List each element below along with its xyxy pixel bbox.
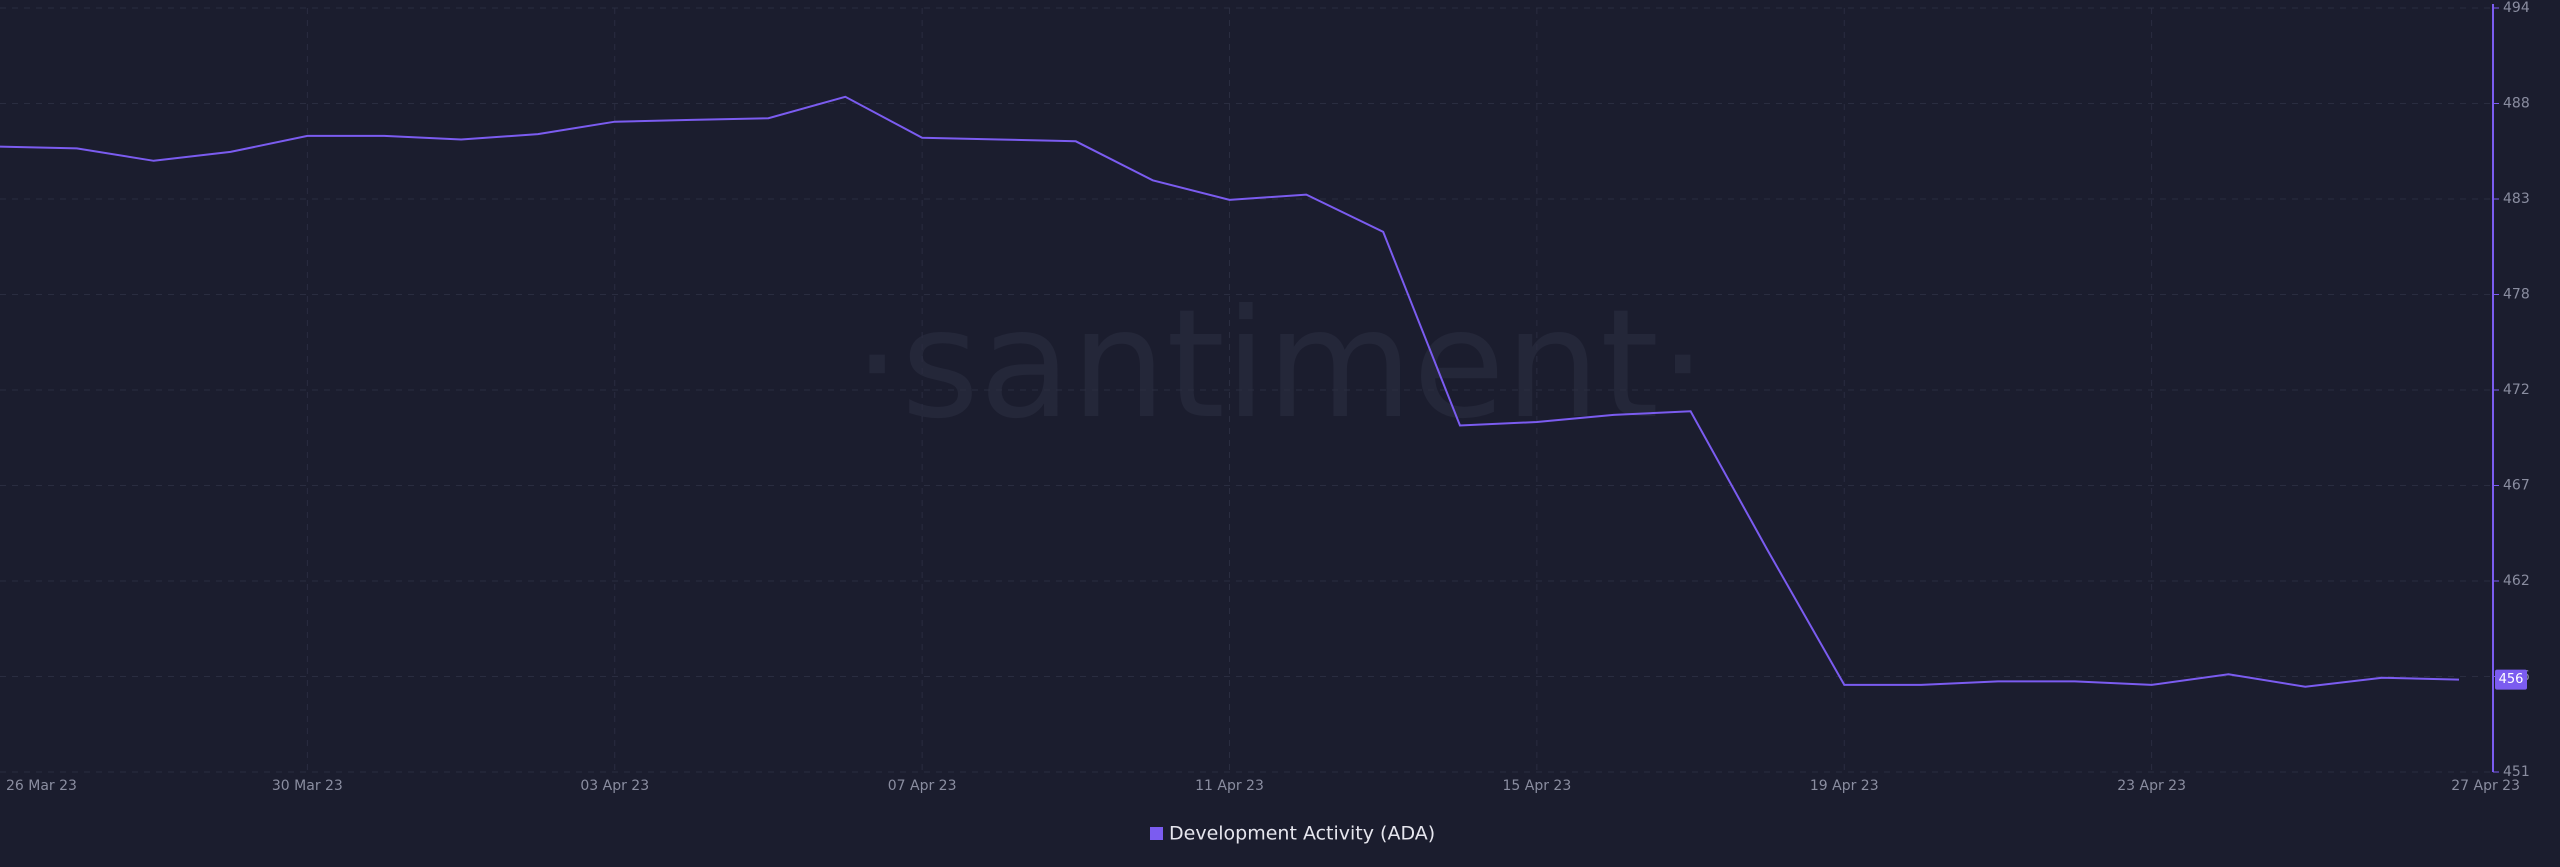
x-tick-label: 03 Apr 23	[580, 778, 649, 794]
x-tick-label: 23 Apr 23	[2117, 778, 2186, 794]
x-tick-label: 15 Apr 23	[1503, 778, 1572, 794]
x-tick-label: 19 Apr 23	[1810, 778, 1879, 794]
data-line	[0, 95, 2460, 688]
y-tick-label: 472	[2503, 382, 2530, 398]
y-tick-label: 462	[2503, 573, 2530, 589]
x-tick-label: 30 Mar 23	[272, 778, 343, 794]
watermark: ·santiment·	[853, 278, 1706, 452]
y-tick-label: 494	[2503, 0, 2530, 16]
current-value-label: 456	[2499, 672, 2524, 687]
x-tick-label: 07 Apr 23	[888, 778, 957, 794]
x-tick-label: 27 Apr 23	[2451, 778, 2520, 794]
y-tick-label: 478	[2503, 287, 2530, 303]
y-tick-label: 483	[2503, 191, 2530, 207]
current-value-badge	[2495, 669, 2527, 690]
y-tick-label: 451	[2503, 764, 2530, 780]
legend-label: Development Activity (ADA)	[1169, 823, 1435, 845]
x-tick-label: 11 Apr 23	[1195, 778, 1264, 794]
legend-swatch	[1150, 827, 1163, 840]
y-tick-label: 488	[2503, 96, 2530, 112]
y-tick-label: 467	[2503, 478, 2530, 494]
x-tick-label: 26 Mar 23	[6, 778, 77, 794]
